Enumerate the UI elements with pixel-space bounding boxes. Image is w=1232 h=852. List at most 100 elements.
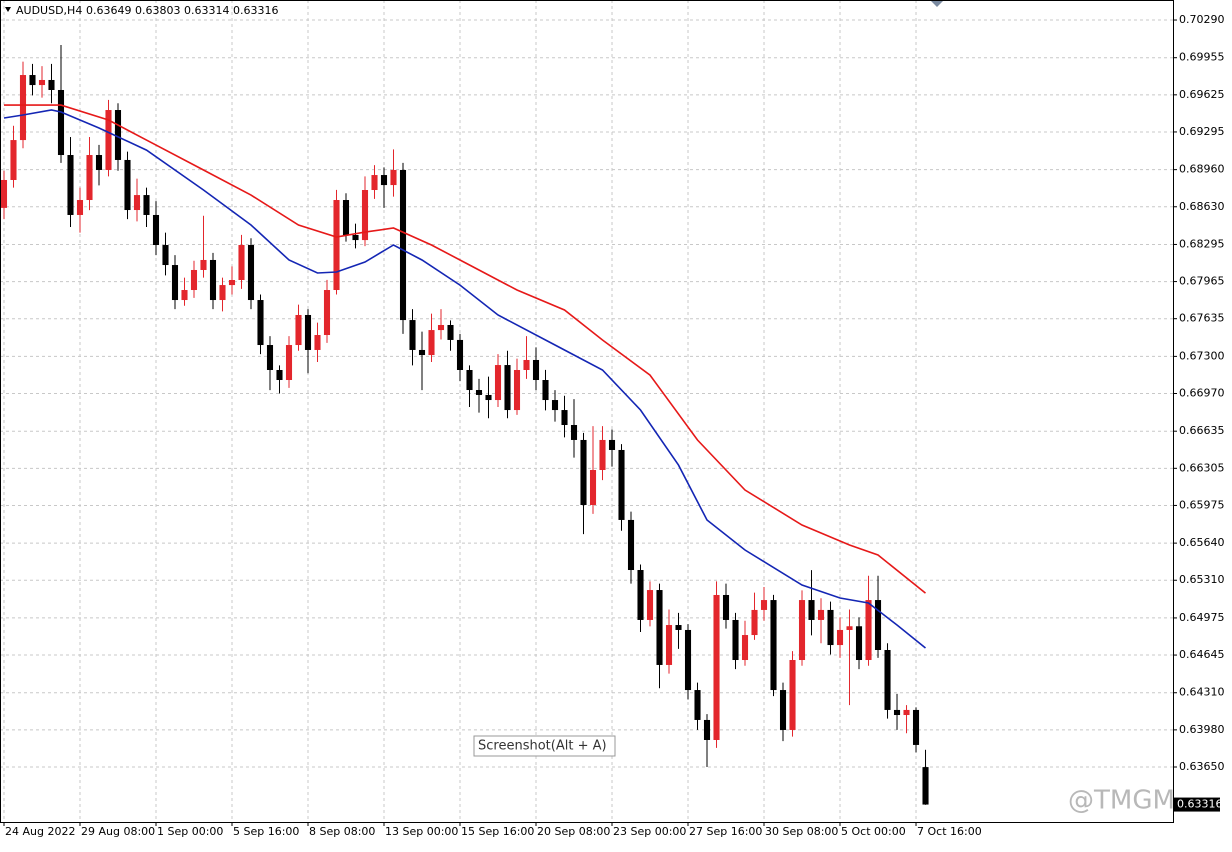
- y-tick-label: 0.64310: [1179, 686, 1225, 699]
- shift-marker[interactable]: [931, 1, 943, 7]
- candle-body: [266, 345, 274, 370]
- header-low: 0.63314: [184, 4, 230, 17]
- candle-body: [532, 359, 540, 381]
- x-tick-label: 15 Sep 16:00: [461, 825, 534, 838]
- header-close: 0.63316: [233, 4, 279, 17]
- candle-body: [884, 649, 891, 710]
- candle-body: [656, 590, 663, 665]
- candle-body: [808, 600, 815, 620]
- candle-body: [523, 359, 530, 370]
- candle-body: [285, 345, 293, 381]
- candle-body: [874, 600, 882, 650]
- y-tick-label: 0.65975: [1179, 498, 1225, 511]
- candle-body: [418, 349, 426, 356]
- candle-body: [219, 285, 226, 301]
- candle-body: [485, 394, 492, 401]
- candle-body: [323, 290, 331, 336]
- candle-body: [855, 626, 863, 661]
- candle-body: [637, 570, 644, 620]
- y-tick-label: 0.68960: [1179, 163, 1225, 176]
- y-tick-label: 0.65640: [1179, 536, 1225, 549]
- candle-body: [456, 339, 464, 370]
- tooltip: Screenshot(Alt + A): [478, 739, 607, 754]
- x-tick-label: 20 Sep 08:00: [537, 825, 610, 838]
- y-tick-label: 0.67300: [1179, 349, 1225, 362]
- header-high: 0.63803: [135, 4, 181, 17]
- grid: [0, 0, 1173, 822]
- y-tick-label: 0.63980: [1179, 723, 1225, 736]
- candle-body: [409, 320, 416, 350]
- candle-body: [817, 609, 825, 620]
- x-tick-label: 27 Sep 16:00: [689, 825, 762, 838]
- candle-body: [675, 625, 682, 630]
- candle-body: [722, 594, 730, 620]
- candle-body: [124, 159, 131, 211]
- candle-body: [0, 179, 8, 208]
- candle-body: [589, 470, 597, 505]
- moving-average: [3, 109, 927, 649]
- candle-body: [48, 79, 55, 90]
- candle-body: [314, 335, 321, 350]
- candle-body: [836, 629, 844, 646]
- candle-body: [504, 365, 511, 411]
- candle-body: [171, 265, 179, 301]
- x-tick-label: 1 Sep 00:00: [157, 825, 223, 838]
- candle-body: [247, 245, 255, 301]
- y-tick-label: 0.67635: [1179, 312, 1225, 325]
- candle-body: [333, 200, 340, 291]
- candle-body: [19, 75, 27, 141]
- y-tick-label: 0.70290: [1179, 13, 1225, 26]
- y-tick-label: 0.63650: [1179, 760, 1225, 773]
- candle-body: [86, 155, 93, 201]
- candle-body: [152, 214, 160, 246]
- x-tick-label: 24 Aug 2022: [5, 825, 75, 838]
- candle-body: [342, 200, 350, 236]
- moving-average: [4, 104, 927, 594]
- candle-body: [618, 449, 625, 520]
- x-tick-label: 8 Sep 08:00: [309, 825, 375, 838]
- candle-body: [475, 390, 483, 395]
- candle-body: [38, 79, 46, 86]
- candle-body: [846, 626, 853, 630]
- candle-body: [741, 635, 749, 661]
- candle-body: [105, 110, 112, 170]
- x-tick-label: 7 Oct 16:00: [917, 825, 982, 838]
- candle-body: [922, 767, 929, 805]
- x-tick-label: 13 Sep 00:00: [385, 825, 458, 838]
- candle-body: [770, 600, 777, 691]
- candle-body: [599, 439, 606, 471]
- candle-body: [10, 140, 17, 180]
- plot-frame: [0, 0, 1174, 823]
- candle-body: [580, 439, 587, 505]
- candle-body: [114, 110, 122, 160]
- candle-body: [380, 175, 388, 186]
- candle-body: [789, 660, 796, 730]
- candle-body: [238, 245, 245, 280]
- candle-body: [447, 324, 454, 340]
- y-tick-label: 0.68630: [1179, 200, 1225, 213]
- candle-body: [76, 200, 84, 215]
- candle-body: [133, 195, 141, 211]
- candle-body: [570, 425, 578, 440]
- y-tick-label: 0.66305: [1179, 461, 1225, 474]
- symbol: AUDUSD,H4: [16, 4, 82, 17]
- candle-body: [466, 369, 473, 391]
- marks: [0, 44, 929, 805]
- candle-body: [779, 690, 787, 730]
- candle-body: [181, 290, 188, 301]
- y-tick-label: 0.66970: [1179, 387, 1225, 400]
- candle-body: [912, 709, 920, 745]
- candle-body: [694, 690, 701, 720]
- candle-body: [143, 195, 150, 215]
- y-tick-label: 0.69295: [1179, 125, 1225, 138]
- candle-body: [29, 75, 36, 86]
- price-label-box: [1174, 797, 1220, 812]
- candle-body: [228, 279, 236, 286]
- menu-arrow[interactable]: [5, 7, 11, 12]
- candle-body: [665, 625, 673, 665]
- candle-body: [627, 519, 635, 571]
- candle-body: [684, 629, 692, 691]
- y-tick-label: 0.64975: [1179, 611, 1225, 624]
- y-tick-label: 0.69955: [1179, 51, 1225, 64]
